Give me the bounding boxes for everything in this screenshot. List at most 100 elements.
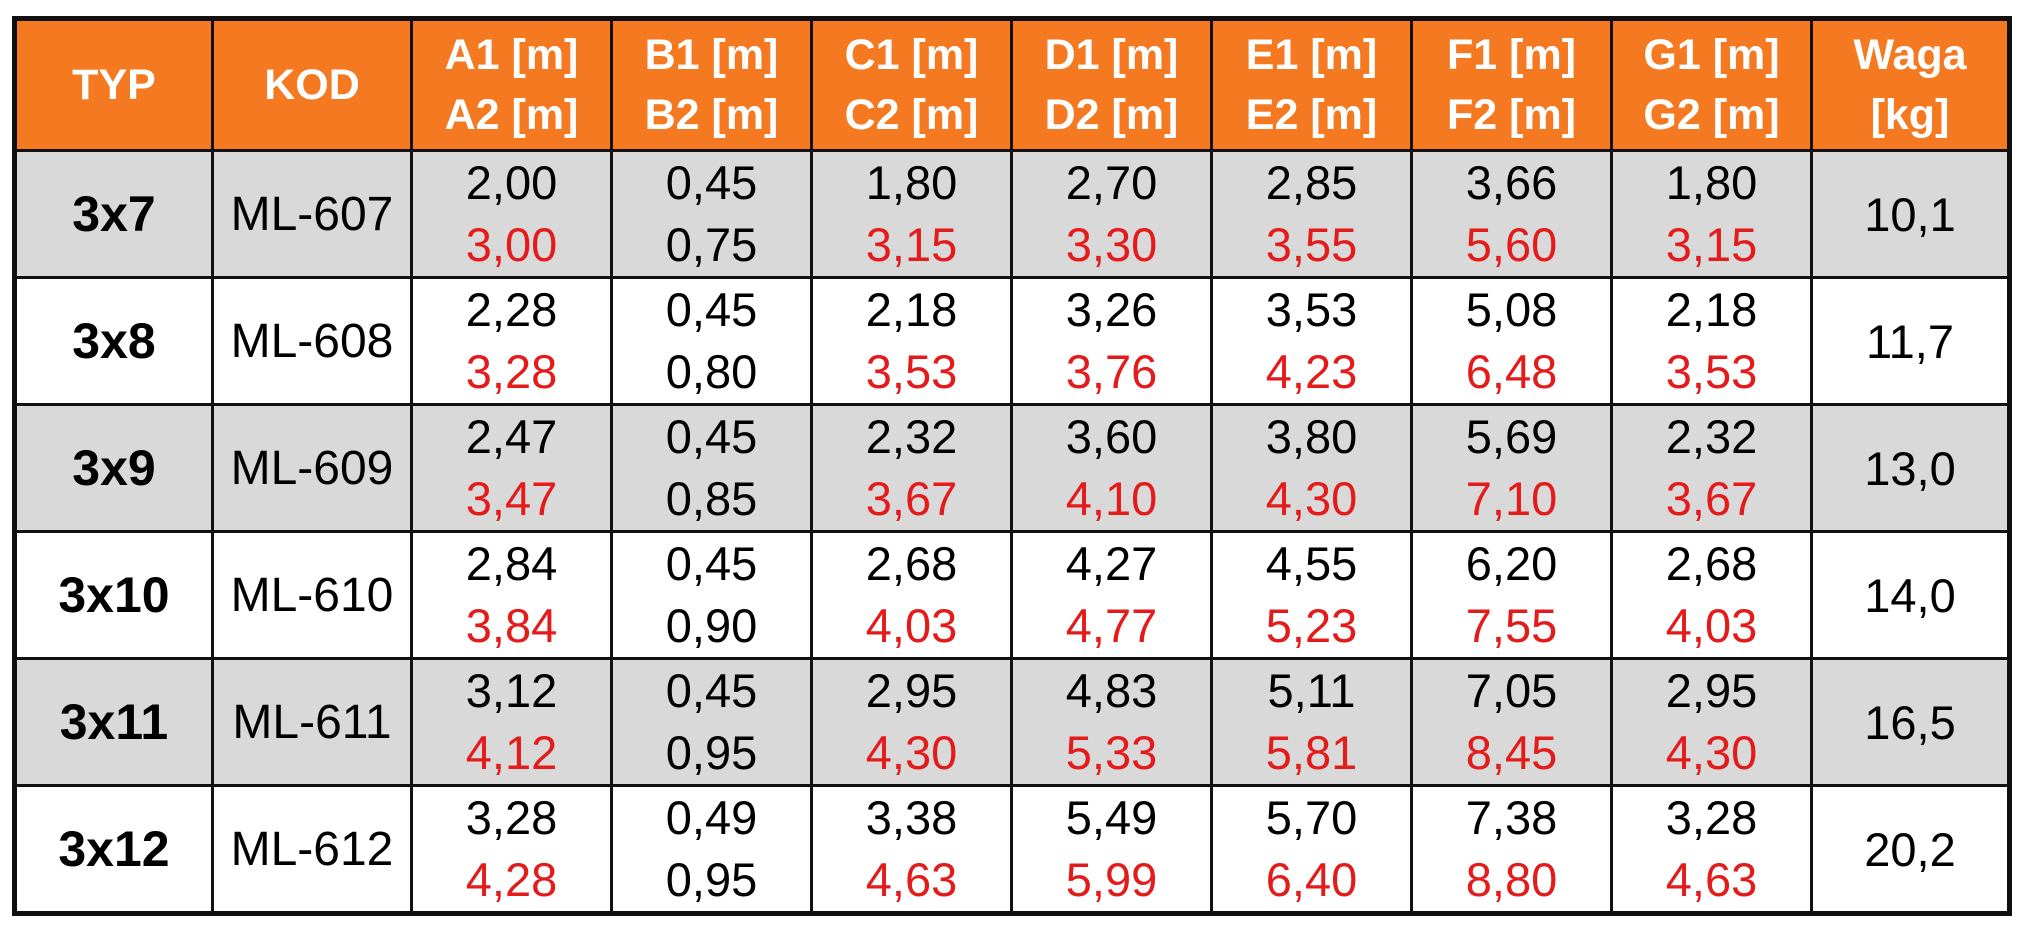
value-1: 6,20 <box>1465 537 1558 590</box>
value-1: 2,28 <box>465 283 558 336</box>
value-1: 5,08 <box>1465 283 1558 336</box>
g-cell: 3,28 4,63 <box>1610 784 1813 915</box>
a-cell: 2,00 3,00 <box>410 149 613 279</box>
value-1: 2,00 <box>465 156 558 209</box>
c-cell: 2,68 4,03 <box>810 530 1013 660</box>
value-2: 4,10 <box>1065 472 1158 525</box>
value-2: 3,15 <box>1665 218 1758 271</box>
header-b: B1 [m] B2 [m] <box>610 17 813 152</box>
ladder-spec-table: TYP KOD A1 [m] A2 [m] B1 [m] B2 [m] C1 [m]… <box>12 16 2012 916</box>
header-kod: KOD <box>211 17 413 152</box>
value-1: 0,45 <box>665 410 758 463</box>
value-2: 3,53 <box>865 345 958 398</box>
value-2: 3,76 <box>1065 345 1158 398</box>
e-cell: 2,85 3,55 <box>1210 149 1413 279</box>
header-label: Waga <box>1853 31 1967 79</box>
a-cell: 2,28 3,28 <box>410 276 613 406</box>
c-cell: 2,18 3,53 <box>810 276 1013 406</box>
header-label: F2 [m] <box>1447 91 1576 139</box>
value-2: 0,95 <box>665 853 758 906</box>
value-1: 1,80 <box>1665 156 1758 209</box>
kod-cell: ML-610 <box>211 530 413 660</box>
header-waga: Waga [kg] <box>1810 17 2011 152</box>
header-row: TYP KOD A1 [m] A2 [m] B1 [m] B2 [m] C1 [m]… <box>13 17 2011 152</box>
value-2: 4,03 <box>865 599 958 652</box>
value-1: 2,47 <box>465 410 558 463</box>
value-2: 8,80 <box>1465 853 1558 906</box>
value-2: 4,63 <box>1665 853 1758 906</box>
header-label: B1 [m] <box>644 31 779 79</box>
header-label: [kg] <box>1870 91 1950 139</box>
value-1: 5,11 <box>1267 664 1356 717</box>
header-a: A1 [m] A2 [m] <box>410 17 613 152</box>
value-1: 2,85 <box>1265 156 1358 209</box>
value-1: 0,45 <box>665 156 758 209</box>
a-cell: 3,12 4,12 <box>410 657 613 787</box>
waga-cell: 16,5 <box>1810 657 2011 787</box>
kod-cell: ML-611 <box>211 657 413 787</box>
header-c: C1 [m] C2 [m] <box>810 17 1013 152</box>
header-label: G1 [m] <box>1643 31 1780 79</box>
d-cell: 5,49 5,99 <box>1010 784 1213 915</box>
value-1: 4,55 <box>1265 537 1358 590</box>
value-2: 6,40 <box>1265 853 1358 906</box>
header-label: C1 [m] <box>844 31 979 79</box>
value-1: 4,27 <box>1065 537 1158 590</box>
value-2: 4,30 <box>865 726 958 779</box>
waga-cell: 20,2 <box>1810 784 2011 915</box>
b-cell: 0,45 0,95 <box>610 657 813 787</box>
value-1: 3,28 <box>465 791 558 844</box>
header-label: F1 [m] <box>1447 31 1576 79</box>
e-cell: 4,55 5,23 <box>1210 530 1413 660</box>
f-cell: 5,69 7,10 <box>1410 403 1613 533</box>
value-2: 3,47 <box>465 472 558 525</box>
typ-cell: 3x11 <box>13 657 214 787</box>
b-cell: 0,49 0,95 <box>610 784 813 915</box>
header-g: G1 [m] G2 [m] <box>1610 17 1813 152</box>
value-1: 2,68 <box>1665 537 1758 590</box>
value-1: 3,38 <box>865 791 958 844</box>
table-row: 3x7 ML-607 2,00 3,00 0,45 0,75 1,80 3,15 2,… <box>13 149 2011 279</box>
value-2: 5,60 <box>1465 218 1558 271</box>
value-2: 3,53 <box>1665 345 1758 398</box>
header-f: F1 [m] F2 [m] <box>1410 17 1613 152</box>
value-2: 8,45 <box>1465 726 1558 779</box>
value-1: 3,66 <box>1465 156 1558 209</box>
d-cell: 4,83 5,33 <box>1010 657 1213 787</box>
value-2: 4,12 <box>465 726 558 779</box>
table-row: 3x11 ML-611 3,12 4,12 0,45 0,95 2,95 4,30 4… <box>13 657 2011 787</box>
header-d: D1 [m] D2 [m] <box>1010 17 1213 152</box>
value-2: 0,75 <box>665 218 758 271</box>
waga-cell: 14,0 <box>1810 530 2011 660</box>
g-cell: 2,68 4,03 <box>1610 530 1813 660</box>
value-1: 0,45 <box>665 537 758 590</box>
value-1: 3,53 <box>1265 283 1358 336</box>
value-1: 0,45 <box>665 283 758 336</box>
b-cell: 0,45 0,90 <box>610 530 813 660</box>
f-cell: 7,05 8,45 <box>1410 657 1613 787</box>
header-label: TYP <box>72 61 156 109</box>
value-2: 3,67 <box>865 472 958 525</box>
d-cell: 3,26 3,76 <box>1010 276 1213 406</box>
waga-cell: 13,0 <box>1810 403 2011 533</box>
header-label: KOD <box>264 61 360 109</box>
g-cell: 1,80 3,15 <box>1610 149 1813 279</box>
header-typ: TYP <box>13 17 214 152</box>
value-1: 2,84 <box>465 537 558 590</box>
g-cell: 2,95 4,30 <box>1610 657 1813 787</box>
g-cell: 2,32 3,67 <box>1610 403 1813 533</box>
value-2: 4,23 <box>1265 345 1358 398</box>
a-cell: 2,84 3,84 <box>410 530 613 660</box>
value-2: 3,55 <box>1265 218 1358 271</box>
value-1: 7,05 <box>1465 664 1558 717</box>
value-1: 2,32 <box>865 410 958 463</box>
value-2: 4,30 <box>1665 726 1758 779</box>
header-label: D1 [m] <box>1044 31 1179 79</box>
waga-cell: 10,1 <box>1810 149 2011 279</box>
d-cell: 4,27 4,77 <box>1010 530 1213 660</box>
f-cell: 7,38 8,80 <box>1410 784 1613 915</box>
table-row: 3x10 ML-610 2,84 3,84 0,45 0,90 2,68 4,03 4… <box>13 530 2011 660</box>
value-1: 0,45 <box>665 664 758 717</box>
value-2: 4,77 <box>1065 599 1158 652</box>
value-1: 3,80 <box>1265 410 1358 463</box>
